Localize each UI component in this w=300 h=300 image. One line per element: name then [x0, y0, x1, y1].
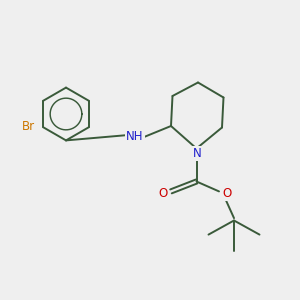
Text: N: N — [193, 147, 202, 160]
Text: NH: NH — [126, 130, 144, 143]
Text: O: O — [223, 187, 232, 200]
Text: Br: Br — [22, 120, 35, 133]
Text: O: O — [158, 187, 167, 200]
